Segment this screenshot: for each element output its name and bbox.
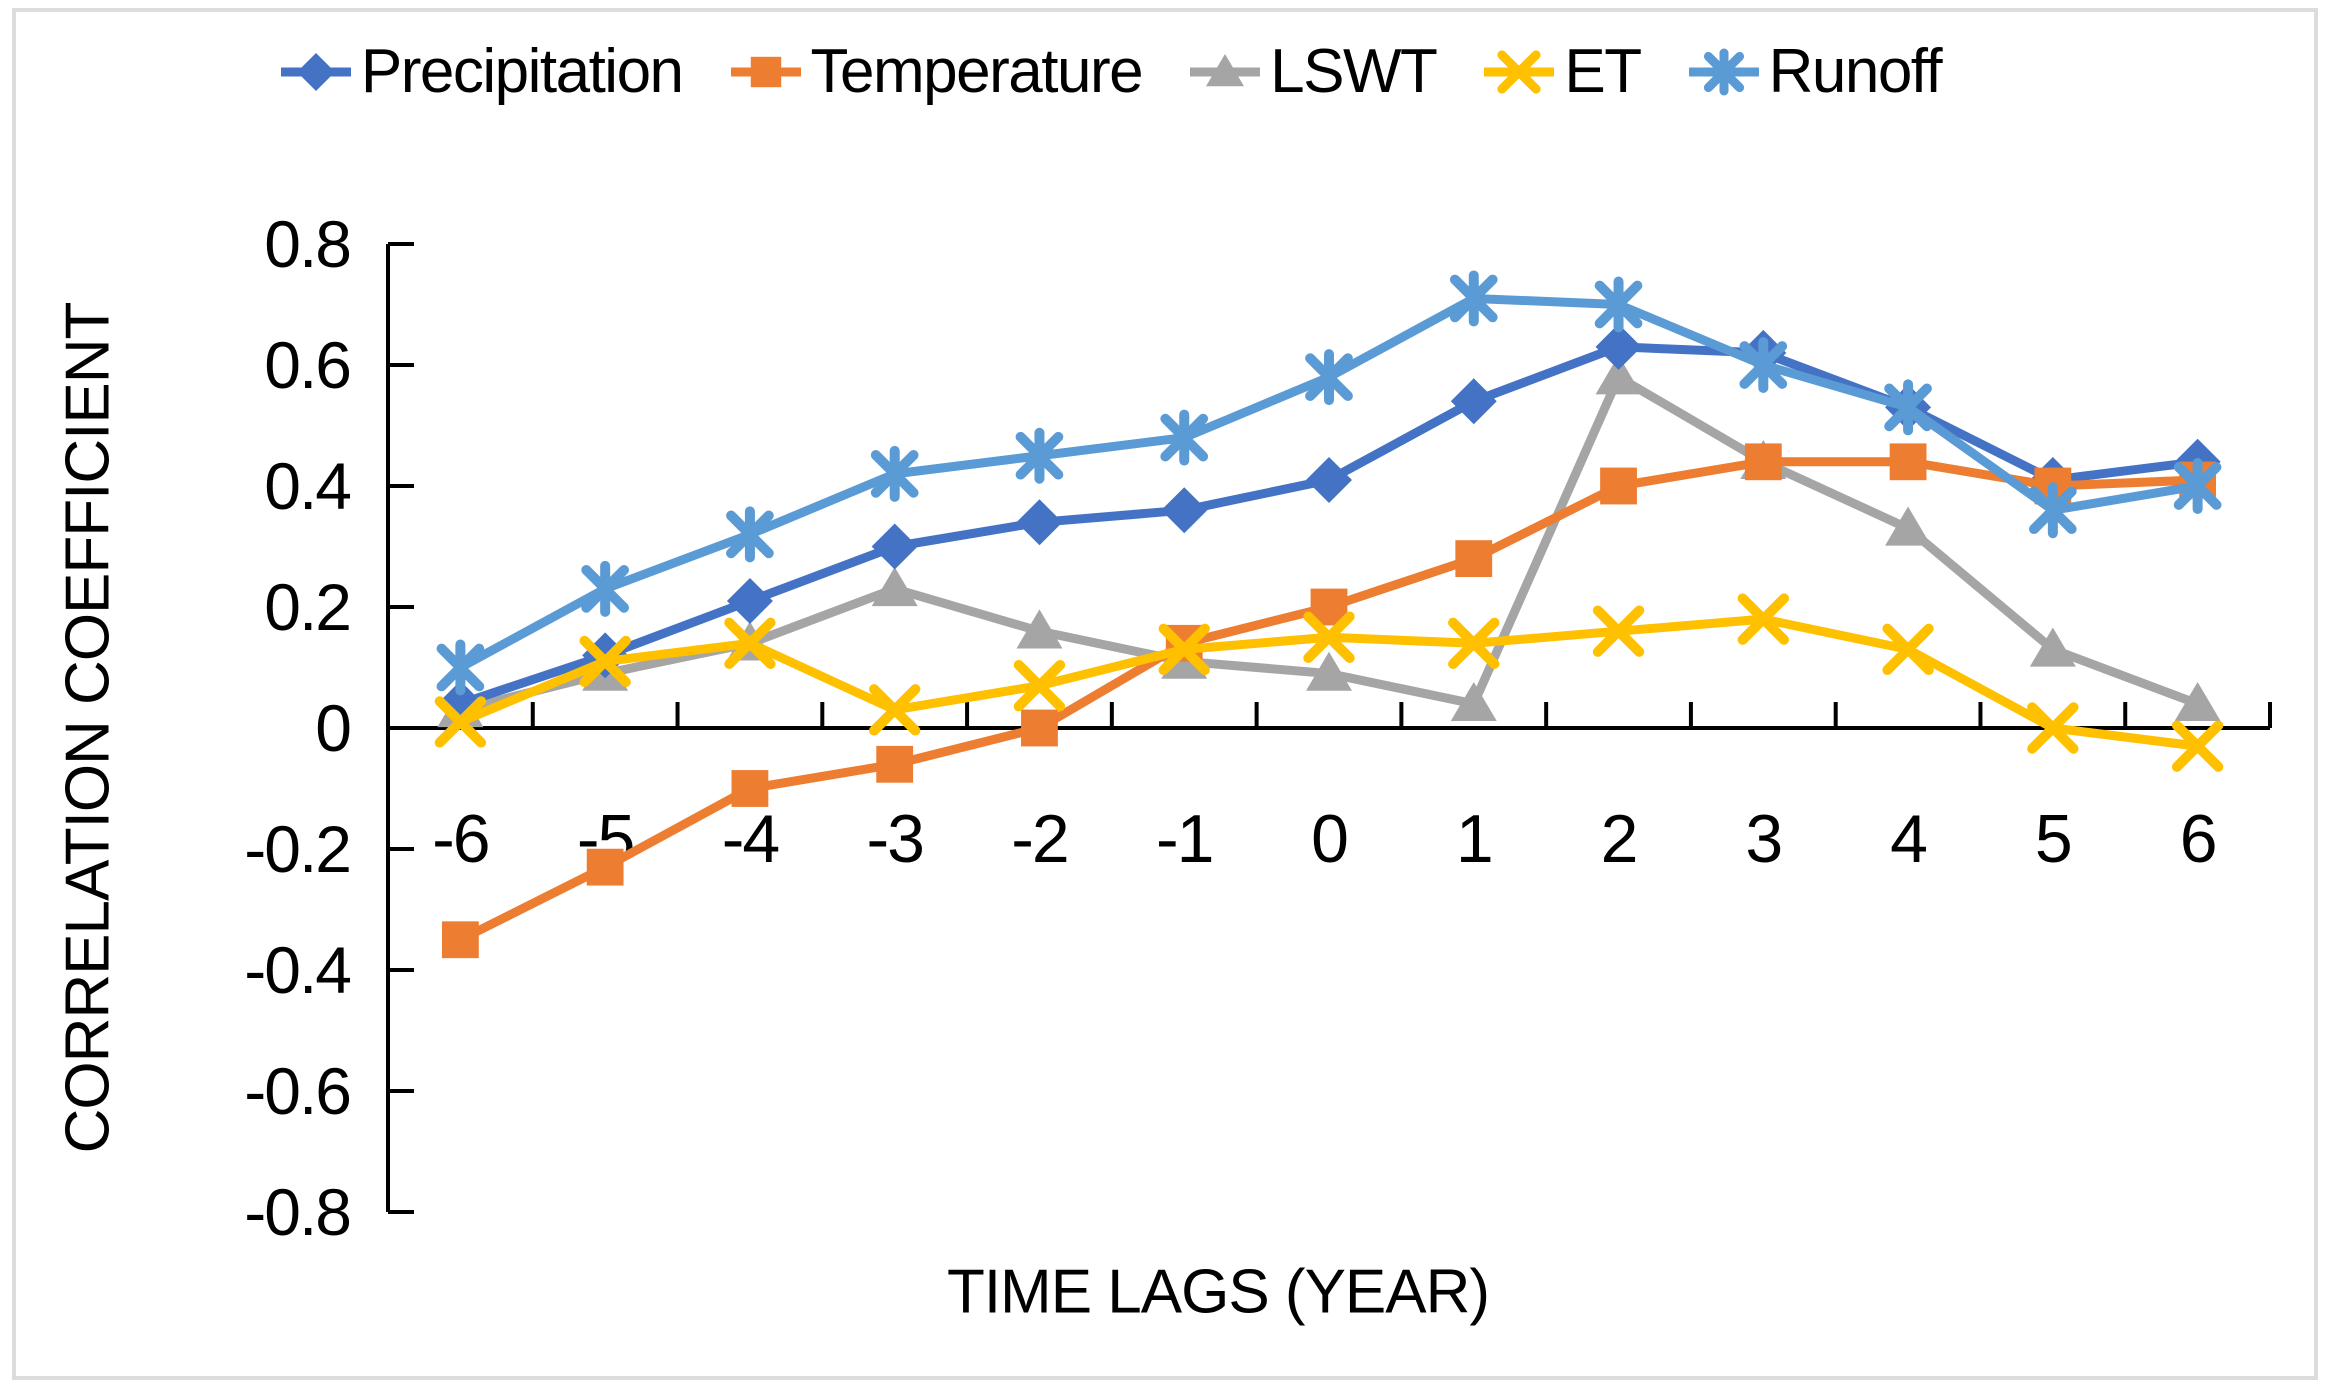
series-markers-runoff [436, 270, 2222, 696]
legend-marker-square-icon [730, 56, 801, 87]
legend-label-temperature: Temperature [810, 37, 1144, 106]
legend: Precipitation Temperature LSWT ET Runoff [0, 36, 2220, 107]
y-tick-label: 0.6 [264, 328, 350, 402]
legend-marker-triangle-icon [1190, 53, 1261, 86]
x-tick-label: 0 [1311, 801, 1347, 877]
x-tick-label: 3 [1745, 801, 1781, 877]
legend-marker-diamond-icon [280, 52, 351, 91]
y-tick-label: 0 [315, 691, 350, 765]
y-tick-label: 0.2 [264, 570, 350, 644]
y-tick-label: -0.2 [244, 812, 350, 886]
x-tick-label: 6 [2180, 801, 2216, 877]
legend-label-runoff: Runoff [1768, 37, 1943, 106]
legend-marker-x-icon [1484, 49, 1555, 94]
legend-label-et: ET [1564, 37, 1642, 106]
figure-border [12, 8, 2318, 1380]
y-tick-label: -0.4 [244, 933, 350, 1007]
series-markers-et [434, 593, 2224, 772]
x-tick-label: 5 [2035, 801, 2071, 877]
series-markers-temperature [441, 443, 2217, 959]
x-axis-title: TIME LAGS (YEAR) [946, 1257, 1490, 1327]
legend-item-lswt: LSWT [1188, 36, 1438, 107]
y-tick-label: -0.8 [244, 1175, 350, 1249]
x-tick-label: -4 [722, 801, 779, 877]
x-tick-label: -2 [1011, 801, 1067, 877]
x-tick-label: -6 [432, 801, 488, 877]
y-tick-label: 0.4 [264, 449, 350, 523]
y-tick-label: -0.6 [244, 1054, 350, 1128]
legend-item-et: ET [1482, 36, 1642, 107]
legend-item-precipitation: Precipitation [279, 36, 684, 107]
legend-marker-asterisk-icon [1688, 48, 1759, 95]
y-axis-title: CORRELATION COEFFICIENT [53, 302, 123, 1154]
x-tick-label: 4 [1890, 801, 1926, 877]
x-tick-label: -3 [866, 801, 922, 877]
legend-item-runoff: Runoff [1687, 36, 1943, 107]
legend-label-precipitation: Precipitation [360, 37, 684, 106]
x-tick-label: 1 [1456, 801, 1492, 877]
x-tick-label: -1 [1156, 801, 1212, 877]
x-tick-label: 2 [1601, 801, 1637, 877]
legend-item-temperature: Temperature [729, 36, 1144, 107]
y-tick-label: 0.8 [264, 207, 350, 281]
legend-label-lswt: LSWT [1270, 37, 1438, 106]
